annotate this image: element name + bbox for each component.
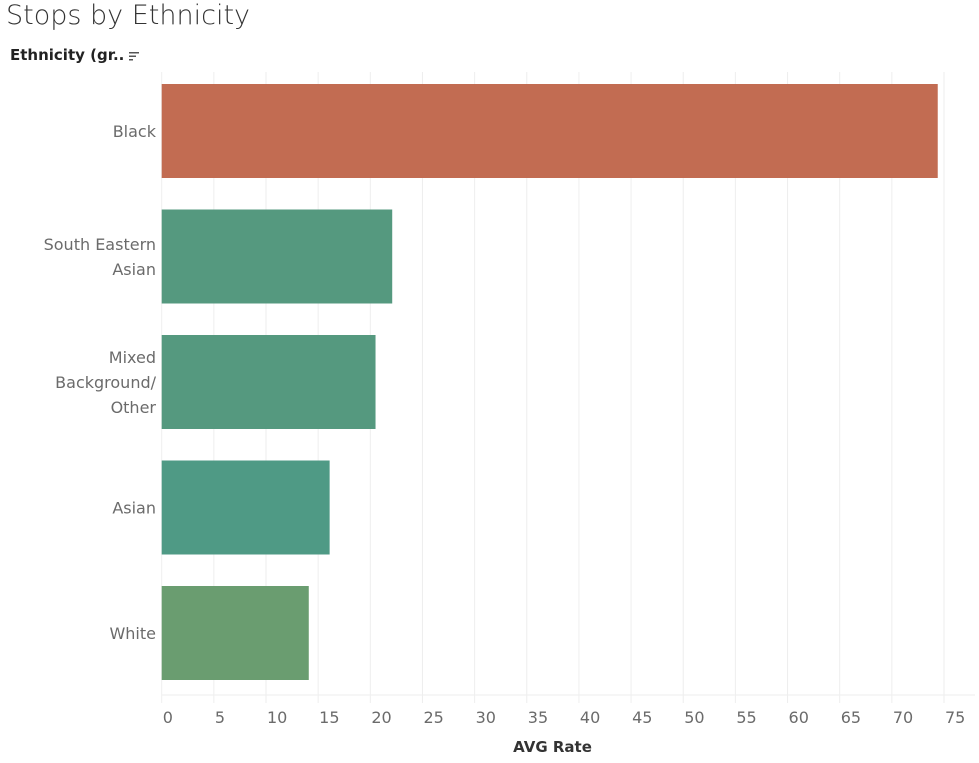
x-tick-label: 75 [945, 708, 965, 727]
chart-title: Stops by Ethnicity [6, 0, 251, 31]
x-tick-label: 0 [163, 708, 173, 727]
category-label: Asian [112, 260, 156, 279]
x-tick-label: 30 [476, 708, 496, 727]
x-axis-title: AVG Rate [513, 738, 592, 756]
y-axis-header-label: Ethnicity (gr.. [10, 46, 125, 64]
bar [161, 586, 309, 680]
category-label: South Eastern [44, 235, 156, 254]
x-tick-label: 20 [371, 708, 391, 727]
x-tick-label: 60 [789, 708, 809, 727]
x-tick-label: 40 [580, 708, 600, 727]
x-tick-label: 35 [528, 708, 548, 727]
x-tick-label: 55 [736, 708, 756, 727]
x-tick-label: 10 [267, 708, 287, 727]
category-label: White [109, 624, 156, 643]
bar [161, 335, 376, 429]
x-tick-label: 45 [632, 708, 652, 727]
category-label: Background/ [55, 373, 156, 392]
x-tick-label: 70 [893, 708, 913, 727]
y-axis-header[interactable]: Ethnicity (gr.. [10, 46, 140, 64]
x-tick-label: 50 [684, 708, 704, 727]
x-tick-label: 25 [423, 708, 443, 727]
category-label: Other [111, 398, 157, 417]
x-tick-label: 15 [319, 708, 339, 727]
bar [161, 460, 330, 555]
x-tick-label: 65 [841, 708, 861, 727]
category-label: Asian [112, 499, 156, 518]
category-label: Black [113, 122, 157, 141]
bar [161, 84, 938, 178]
sort-icon[interactable] [128, 51, 140, 61]
category-label: Mixed [109, 348, 156, 367]
bar [161, 209, 393, 304]
x-tick-label: 5 [215, 708, 225, 727]
